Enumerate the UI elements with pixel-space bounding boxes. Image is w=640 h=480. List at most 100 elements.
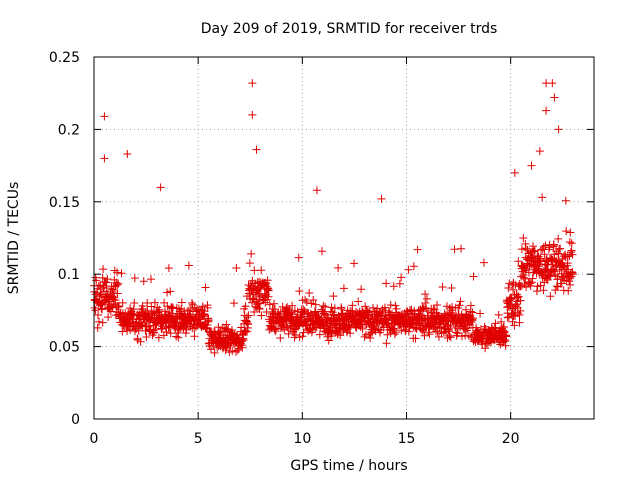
data-point (541, 241, 550, 250)
data-point (163, 288, 172, 297)
data-point (315, 330, 324, 339)
data-point (472, 323, 481, 332)
data-point (366, 334, 375, 343)
data-point (566, 228, 575, 237)
data-point (146, 275, 155, 284)
data-point (438, 283, 447, 292)
data-point (91, 306, 100, 315)
data-point (360, 313, 369, 322)
data-point (500, 327, 509, 336)
data-point (446, 333, 455, 342)
data-point (550, 93, 559, 102)
data-point (490, 323, 499, 332)
data-point (511, 280, 520, 289)
data-point (377, 194, 386, 203)
data-point (390, 324, 399, 333)
data-point (538, 193, 547, 202)
data-point (532, 287, 541, 296)
data-point (452, 328, 461, 337)
data-point (420, 331, 429, 340)
data-point (360, 332, 369, 341)
data-point (160, 298, 169, 307)
data-point (447, 284, 456, 293)
data-point (166, 287, 175, 296)
data-point (100, 154, 109, 163)
data-point (392, 328, 401, 337)
data-point (130, 274, 139, 283)
data-point (238, 343, 247, 352)
data-point (187, 298, 196, 307)
data-point (543, 275, 552, 284)
data-point (307, 299, 316, 308)
data-point (324, 336, 333, 345)
data-point (290, 325, 299, 334)
data-point (199, 310, 208, 319)
data-point (271, 324, 280, 333)
data-point (147, 302, 156, 311)
data-point (509, 285, 518, 294)
data-point (163, 302, 172, 311)
data-point (210, 348, 219, 357)
data-point (544, 245, 553, 254)
data-point (425, 330, 434, 339)
data-point (550, 267, 559, 276)
data-point (324, 315, 333, 324)
data-point (250, 295, 259, 304)
data-point (167, 302, 176, 311)
data-point (390, 330, 399, 339)
data-point (160, 307, 169, 316)
data-point (457, 332, 466, 341)
data-point (464, 332, 473, 341)
data-point (567, 239, 576, 248)
data-point (348, 301, 357, 310)
data-point (295, 287, 304, 296)
data-point (134, 326, 143, 335)
data-point (142, 333, 151, 342)
data-point (433, 301, 442, 310)
data-point (114, 279, 123, 288)
data-point (249, 294, 258, 303)
data-point (515, 311, 524, 320)
data-points (90, 79, 577, 357)
x-tick-label: 20 (502, 431, 520, 447)
data-point (469, 272, 478, 281)
data-point (264, 286, 273, 295)
data-point (207, 345, 216, 354)
data-point (172, 332, 181, 341)
data-point (330, 304, 339, 313)
y-tick-label: 0.25 (49, 50, 80, 66)
data-point (113, 268, 122, 277)
data-point (553, 275, 562, 284)
data-point (461, 331, 470, 340)
data-point (391, 301, 400, 310)
data-point (137, 320, 146, 329)
data-point (346, 329, 355, 338)
data-point (382, 339, 391, 348)
y-axis-title: SRMTID / TECUs (6, 182, 22, 295)
data-point (156, 183, 165, 192)
data-point (118, 298, 127, 307)
data-point (329, 292, 338, 301)
data-point (110, 286, 119, 295)
data-point (445, 332, 454, 341)
data-point (248, 110, 257, 119)
data-point (247, 249, 256, 258)
data-point (287, 308, 296, 317)
data-point (124, 315, 133, 324)
data-point (265, 300, 274, 309)
data-point (168, 303, 177, 312)
data-point (521, 266, 530, 275)
data-point (501, 341, 510, 350)
data-point (540, 250, 549, 259)
data-point (413, 245, 422, 254)
data-point (126, 304, 135, 313)
data-point (257, 311, 266, 320)
data-point (184, 306, 193, 315)
data-point (421, 290, 430, 299)
data-point (507, 295, 516, 304)
data-point (389, 282, 398, 291)
data-point (241, 328, 250, 337)
data-point (494, 310, 503, 319)
data-point (98, 273, 107, 282)
